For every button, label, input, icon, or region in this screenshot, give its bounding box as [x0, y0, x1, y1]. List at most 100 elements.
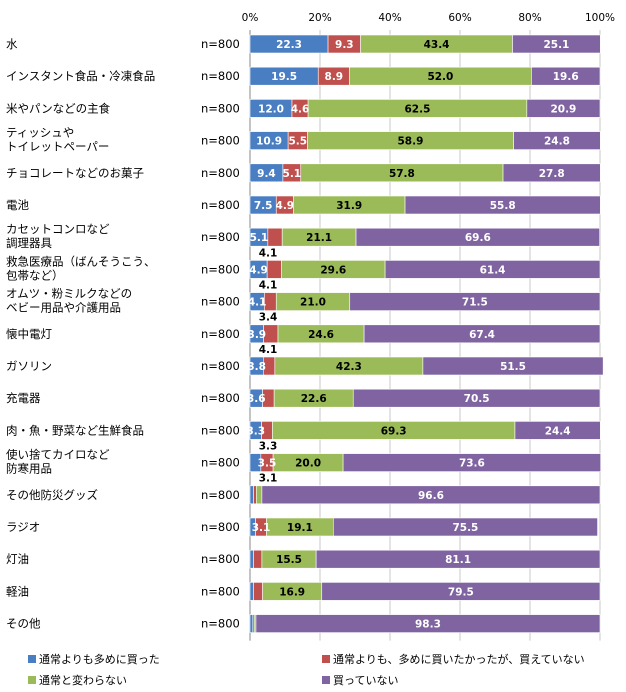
data-label: 20.0: [295, 458, 321, 470]
data-label: 81.1: [445, 554, 471, 566]
data-label: 21.0: [300, 297, 326, 309]
data-label: 5.1: [250, 232, 269, 244]
legend-swatch: [322, 655, 330, 663]
data-label: 10.9: [256, 136, 282, 148]
sample-size-label: n=800: [201, 327, 240, 341]
sample-size-label: n=800: [201, 134, 240, 148]
bar-segment: [253, 549, 263, 569]
data-label: 98.3: [415, 619, 441, 631]
data-label: 24.4: [545, 425, 571, 437]
callout-label: 4.1: [259, 344, 278, 356]
category-label: 軽油: [6, 584, 29, 598]
data-label: 20.9: [550, 103, 576, 115]
data-label: 15.5: [276, 554, 302, 566]
category-labels: 水インスタント食品・冷凍食品米やパンなどの主食ティッシュやトイレットペーパーチョ…: [6, 37, 156, 631]
legend-label: 通常よりも、多めに買いたかったが、買えていない: [333, 652, 585, 666]
legend: 通常よりも多めに買った 通常よりも、多めに買いたかったが、買えていない通常と変わら…: [28, 652, 585, 687]
bar-segment: [321, 582, 601, 601]
data-label: 19.5: [271, 71, 297, 83]
legend-swatch: [28, 655, 36, 663]
sample-size-label: n=800: [201, 552, 240, 566]
data-label: 29.6: [320, 264, 346, 276]
legend-label: 通常よりも多めに買った: [39, 652, 160, 666]
bar-segment: [512, 34, 601, 54]
bar-segment: [352, 388, 601, 408]
data-label: 61.4: [480, 264, 506, 276]
data-label: 27.8: [539, 168, 565, 180]
sample-size-labels: n=800 n=800 n=800 n=800 n=800 n=800 n=800 n=800…: [201, 37, 240, 631]
data-label: 22.6: [301, 393, 327, 405]
data-label: 3.6: [247, 393, 266, 405]
category-label: オムツ・粉ミルクなどの: [6, 287, 132, 301]
data-label: 4.9: [249, 264, 268, 276]
bar-segment: [249, 614, 254, 633]
bar-segment: [332, 517, 598, 537]
bar-segment: [253, 485, 257, 505]
sample-size-label: n=800: [201, 584, 240, 598]
legend-label: 買っていない: [333, 674, 398, 687]
data-label: 19.1: [287, 522, 313, 534]
bar-segment: [249, 549, 254, 569]
bar-segment: [422, 356, 604, 376]
bar-segment: [342, 453, 602, 472]
data-label: 57.8: [389, 168, 415, 180]
data-label: 69.3: [381, 425, 407, 437]
category-label: ベビー用品や介護用品: [6, 301, 121, 315]
data-label: 3.8: [247, 361, 266, 373]
bar-segment: [531, 66, 601, 86]
data-labels: 22.3 9.3 43.4 25.1 19.5 8.9 52.0 19.6 12.0 4.6 62.…: [246, 39, 578, 631]
callout-labels: 4.1 4.1 3.4 4.1 3.3 3.1: [259, 247, 278, 484]
data-label: 55.8: [490, 200, 516, 212]
bar-segment: [349, 292, 601, 311]
data-label: 71.5: [462, 297, 488, 309]
bars: [249, 34, 604, 633]
x-tick-label: 0%: [242, 12, 259, 24]
sample-size-label: n=800: [201, 230, 240, 244]
data-label: 52.0: [427, 71, 453, 83]
data-label: 19.6: [553, 71, 579, 83]
sample-size-label: n=800: [201, 359, 240, 373]
data-label: 70.5: [464, 393, 490, 405]
x-tick-label: 40%: [378, 12, 401, 24]
category-label: ガソリン: [6, 359, 52, 373]
x-tick-label: 100%: [585, 12, 615, 24]
category-label: その他防災グッズ: [6, 488, 98, 502]
data-label: 69.6: [465, 232, 491, 244]
sample-size-label: n=800: [201, 295, 240, 309]
category-label: チョコレートなどのお菓子: [6, 166, 144, 180]
sample-size-label: n=800: [201, 456, 240, 470]
data-label: 16.9: [279, 586, 305, 598]
sample-size-label: n=800: [201, 520, 240, 534]
category-label: 米やパンなどの主食: [6, 101, 111, 115]
data-label: 62.5: [405, 103, 431, 115]
data-label: 8.9: [325, 71, 344, 83]
bar-segment: [404, 195, 601, 215]
category-label: 灯油: [6, 552, 29, 566]
bar-segment: [315, 549, 601, 569]
x-tick-labels: 0% 20% 40% 60% 80% 100%: [242, 12, 615, 24]
bar-segment: [502, 163, 601, 183]
category-label: 調理器具: [6, 236, 52, 250]
bar-segment: [249, 485, 254, 505]
category-label: 電池: [6, 198, 29, 212]
sample-size-label: n=800: [201, 69, 240, 83]
category-label: トイレットペーパー: [6, 140, 109, 154]
bar-segment: [355, 227, 600, 247]
bar-segment: [384, 260, 601, 279]
data-label: 42.3: [336, 361, 362, 373]
bar-segment: [363, 324, 601, 344]
category-label: 水: [6, 37, 18, 51]
data-label: 21.1: [306, 232, 332, 244]
sample-size-label: n=800: [201, 423, 240, 437]
legend-swatch: [322, 676, 330, 684]
data-label: 96.6: [418, 490, 444, 502]
data-label: 5.5: [288, 136, 307, 148]
sample-size-label: n=800: [201, 166, 240, 180]
category-label: 懐中電灯: [6, 327, 52, 341]
data-label: 43.4: [424, 39, 450, 51]
data-label: 3.9: [248, 329, 267, 341]
bar-segment: [526, 99, 601, 118]
bar-segment: [513, 131, 601, 150]
sample-size-label: n=800: [201, 262, 240, 276]
